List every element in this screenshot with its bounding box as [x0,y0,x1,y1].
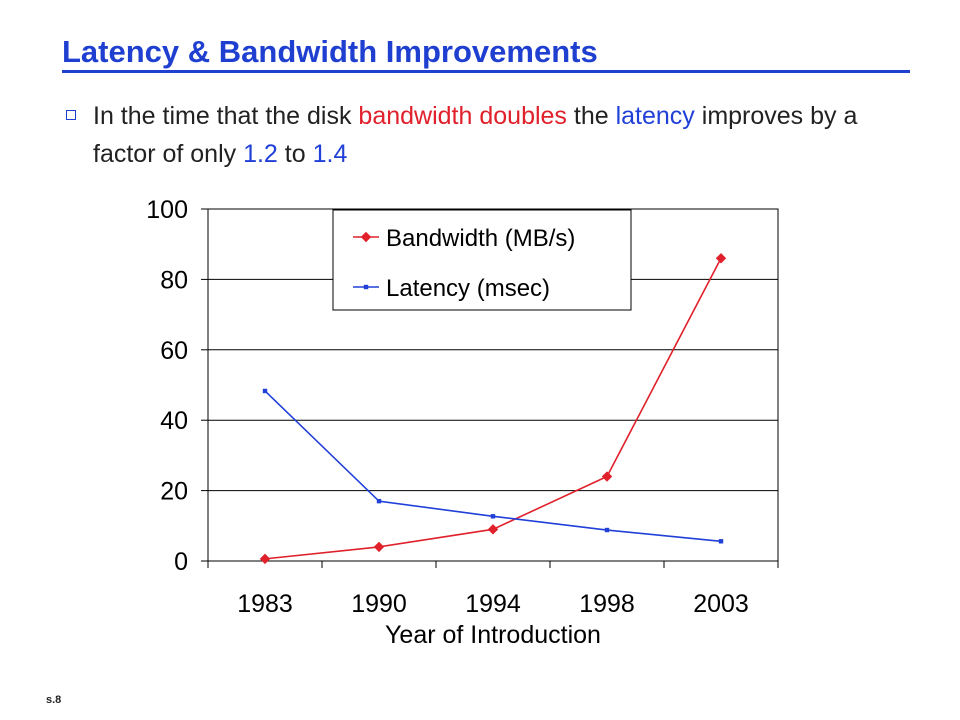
latency-data-point [376,498,382,504]
x-tick-label: 1998 [579,590,635,618]
y-axis-ticks: 0 20 40 60 80 100 [146,196,208,576]
x-tick-label: 1983 [237,590,293,618]
latency-data-point [604,527,610,533]
y-tick-label: 20 [160,478,188,506]
y-tick-label: 100 [146,196,188,224]
x-axis-ticks: 1983 1990 1994 1998 2003 [207,561,779,618]
bandwidth-data-point [601,471,613,482]
bandwidth-legend-label: Bandwidth (MB/s) [386,225,575,252]
bandwidth-data-point [715,253,727,264]
bullet-value-low: 1.2 [243,140,278,168]
latency-legend-label: Latency (msec) [386,275,550,302]
bandwidth-data-point [259,553,271,565]
latency-data-point [490,514,496,519]
y-tick-label: 80 [160,266,188,294]
latency-legend-marker [363,284,369,290]
y-tick-label: 0 [174,548,188,576]
legend-box [332,209,632,311]
slide-number: s.8 [46,694,62,706]
title-underline [62,70,910,73]
series-lines [259,253,727,565]
bullet-keyword-doubles: doubles [479,102,567,130]
bullet-square-icon [66,110,76,120]
bullet-keyword-latency: latency [615,102,695,130]
bandwidth-legend-marker [360,231,372,243]
bullet-segment-1: In the time that the disk [93,102,359,130]
bullet-text: In the time that the disk bandwidth doub… [93,97,883,173]
bullet-keyword-bandwidth: bandwidth [358,102,473,130]
y-tick-label: 40 [160,407,188,435]
y-tick-label: 60 [160,337,188,365]
x-axis-title: Year of Introduction [385,621,601,649]
x-tick-label: 1994 [465,590,521,618]
bandwidth-data-point [487,524,499,535]
latency-data-point [718,539,724,544]
latency-data-point [262,388,268,394]
legend: Bandwidth (MB/s) Latency (msec) [332,209,632,311]
bullet-segment-9: to [277,140,313,168]
x-tick-label: 2003 [693,590,749,618]
bullet-value-high: 1.4 [312,140,348,168]
slide-title: Latency & Bandwidth Improvements [62,34,598,69]
x-tick-label: 1990 [351,590,407,618]
bandwidth-data-point [373,541,385,553]
bullet-segment-5: the [566,102,616,130]
bullet-segment-7: improves by a factor of only [93,102,858,168]
